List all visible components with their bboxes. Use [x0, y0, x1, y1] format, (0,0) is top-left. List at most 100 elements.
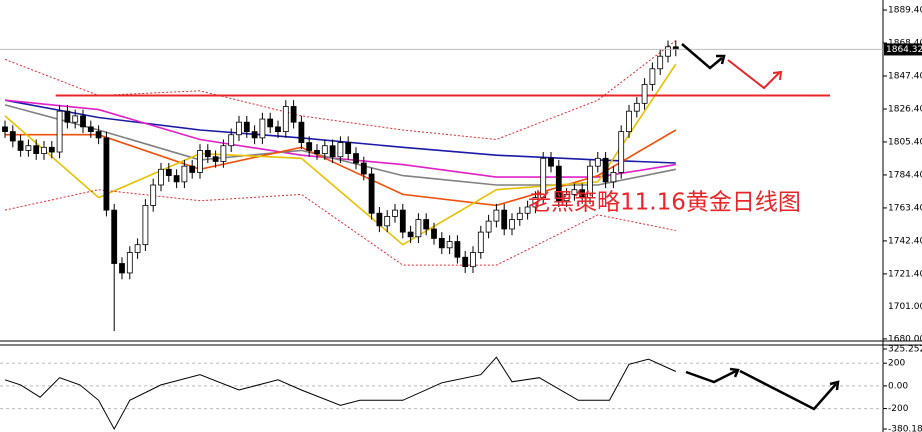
candle-body [165, 168, 172, 176]
y-tick-label: 1826.40 [888, 104, 922, 114]
candle-body [111, 209, 118, 264]
candle-body [204, 150, 211, 158]
y-tick-label: 1742.40 [888, 236, 922, 246]
candle-body [72, 115, 79, 123]
candle-body [126, 252, 133, 274]
arrowhead [772, 70, 783, 81]
candle-body [251, 131, 258, 139]
y-tick-label: 0.00 [888, 381, 908, 391]
candle-body [633, 102, 640, 112]
plot-area: 1889.401868.401847.401826.401805.401784.… [0, 6, 922, 432]
candle-body [602, 157, 609, 183]
last-price-box [884, 43, 922, 56]
indicator-line [4, 99, 676, 178]
candle-body [236, 121, 242, 136]
candle-body [446, 241, 453, 249]
candle-body [282, 106, 289, 133]
candle-body [431, 228, 437, 239]
candle-body [649, 68, 656, 85]
candle-body [314, 150, 320, 154]
candle-body [610, 172, 617, 183]
candle-body [259, 118, 266, 139]
candle-body [150, 184, 157, 206]
y-tick-label: 1889.40 [888, 6, 922, 16]
y-tick-label: 1847.40 [888, 72, 922, 82]
y-tick-label: 1721.40 [888, 269, 922, 279]
candle-body [407, 231, 414, 238]
arrowhead [829, 380, 840, 391]
candle-body [587, 165, 593, 198]
candle-body [548, 157, 554, 167]
candle-body [306, 142, 313, 151]
candle-body [17, 140, 24, 151]
arrow [727, 59, 780, 90]
candle-body [298, 121, 305, 143]
last-price-label: 1864.32 [886, 45, 922, 55]
candle-body [454, 241, 461, 258]
candle-body [516, 212, 523, 220]
indicator-line [4, 189, 676, 266]
candle-body [220, 145, 227, 162]
candle-body [275, 126, 281, 133]
candle-body [540, 157, 547, 198]
y-tick-label: -380.189 [888, 425, 922, 432]
candle-body [87, 126, 94, 133]
candle-body [579, 189, 586, 198]
y-tick-label: 200 [888, 359, 905, 369]
candle-body [321, 145, 328, 154]
candle-body [228, 134, 235, 147]
candle-body [212, 156, 219, 162]
candle-body [2, 126, 8, 133]
arrow [739, 369, 837, 411]
candle-body [189, 165, 196, 173]
candle-body [25, 145, 32, 151]
indicator-line [4, 104, 676, 186]
candle-body [470, 252, 476, 268]
arrowhead [729, 367, 740, 378]
candle-body [423, 219, 430, 230]
candle-body [368, 173, 375, 214]
candle-body [532, 197, 539, 208]
candle-body [509, 219, 515, 230]
candle-body [501, 209, 508, 230]
indicator-line [4, 63, 677, 246]
candle-body [56, 110, 63, 153]
candle-body [197, 150, 203, 173]
candle-body [353, 153, 359, 164]
y-tick-label: 1680.00 [888, 334, 922, 344]
candle-body [493, 209, 500, 222]
annotation-title: 老黑策略11.16黄金日线图 [528, 190, 801, 216]
candle-body [657, 55, 664, 70]
indicator-line [4, 99, 676, 164]
arrow [681, 43, 723, 70]
candle-body [665, 46, 671, 57]
indicator-line [5, 129, 677, 207]
candle-body [95, 131, 102, 139]
candle-body [626, 110, 632, 133]
candle-body [64, 110, 71, 123]
candle-body [384, 216, 391, 227]
candle-body [415, 219, 422, 238]
candle-body [134, 244, 141, 253]
candle-body [119, 263, 125, 274]
candle-body [9, 131, 16, 142]
y-tick-label: 1701.00 [888, 302, 922, 312]
candle-body [337, 142, 344, 158]
candle-body [462, 256, 469, 268]
candle-body [142, 205, 149, 246]
candle-body [158, 168, 164, 186]
y-tick-label: 1763.40 [888, 203, 922, 213]
candle-body [485, 220, 492, 233]
candle-body [555, 165, 562, 202]
candle-body [376, 212, 383, 227]
candle-body [345, 142, 352, 154]
candle-body [41, 146, 47, 154]
candle-body [80, 115, 86, 128]
candle-body [641, 84, 648, 104]
candle-body [329, 145, 336, 158]
candle-body [524, 206, 531, 214]
candle-body [438, 237, 445, 249]
y-tick-label: -200 [888, 404, 909, 414]
